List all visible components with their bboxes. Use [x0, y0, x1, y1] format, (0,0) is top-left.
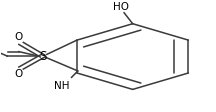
Text: HO: HO	[113, 2, 129, 12]
Text: S: S	[39, 50, 46, 62]
Text: NH: NH	[54, 81, 70, 91]
Text: O: O	[15, 32, 23, 42]
Text: O: O	[15, 69, 23, 79]
